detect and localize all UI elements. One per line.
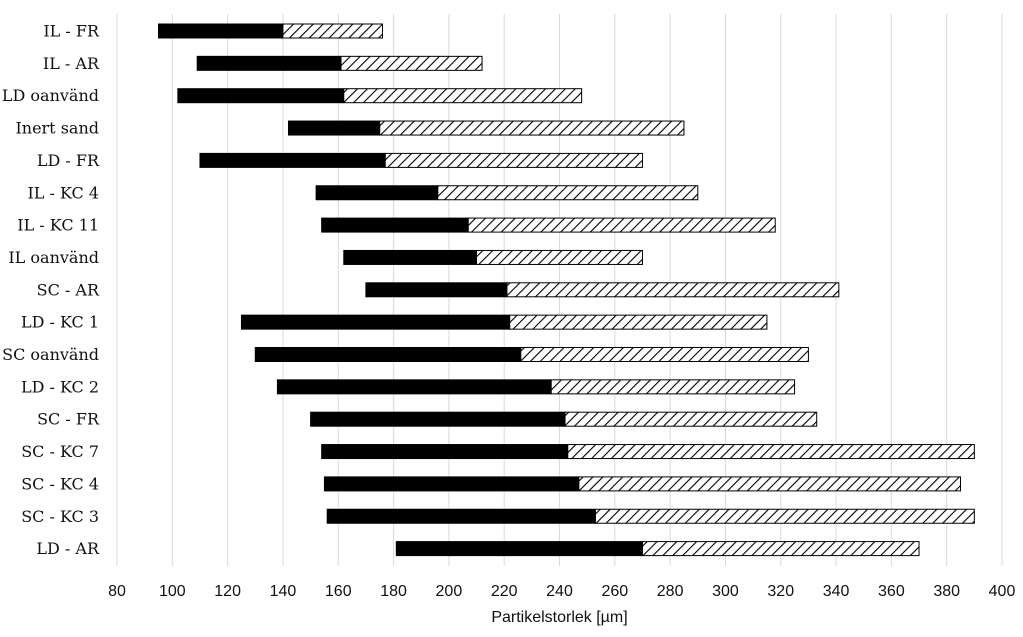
category-label: IL - AR bbox=[43, 54, 100, 73]
hatched-bar-segment bbox=[578, 476, 962, 492]
x-tick-label: 140 bbox=[270, 583, 297, 600]
x-tick-label: 260 bbox=[601, 583, 628, 600]
x-tick-label: 380 bbox=[933, 583, 960, 600]
hatched-bar-segment bbox=[282, 23, 383, 39]
hatched-bar-segment bbox=[379, 120, 685, 136]
category-label: SC oanvänd bbox=[2, 345, 99, 364]
category-label: LD - KC 1 bbox=[21, 313, 99, 332]
category-label: IL - KC 4 bbox=[27, 183, 99, 202]
solid-bar-segment bbox=[287, 120, 381, 136]
solid-bar-segment bbox=[315, 185, 439, 201]
x-tick-label: 340 bbox=[823, 583, 850, 600]
solid-bar-segment bbox=[326, 508, 596, 524]
x-tick-label: 300 bbox=[712, 583, 739, 600]
category-label: LD - AR bbox=[36, 539, 100, 558]
solid-bar-segment bbox=[395, 541, 643, 557]
category-label: IL - FR bbox=[43, 22, 100, 41]
solid-bar-segment bbox=[177, 88, 345, 104]
category-label: Inert sand bbox=[15, 119, 99, 138]
x-axis-label: Partikelstorlek [µm] bbox=[491, 609, 627, 626]
hatched-bar-segment bbox=[520, 347, 809, 362]
category-label: SC - AR bbox=[37, 280, 100, 299]
hatched-bar-segment bbox=[467, 217, 776, 233]
solid-bar-segment bbox=[321, 217, 469, 233]
x-tick-label: 120 bbox=[214, 583, 241, 600]
hatched-bar-segment bbox=[506, 282, 840, 298]
hatched-bar-segment bbox=[509, 314, 768, 330]
hatched-bar-segment bbox=[550, 379, 796, 395]
category-labels: IL - FR IL - AR LD oanvänd Inert sand LD - F… bbox=[2, 22, 100, 559]
category-label: IL - KC 11 bbox=[17, 216, 99, 235]
hatched-bar-segment bbox=[343, 88, 583, 104]
category-label: SC - KC 4 bbox=[21, 474, 99, 493]
x-tick-label: 80 bbox=[108, 583, 126, 600]
hatched-bar-segment bbox=[567, 444, 975, 460]
hatched-bar-segment bbox=[384, 152, 643, 168]
x-tick-label: 320 bbox=[767, 583, 794, 600]
solid-bar-segment bbox=[240, 314, 511, 330]
solid-bar-segment bbox=[321, 444, 569, 460]
category-label: SC - KC 7 bbox=[21, 442, 99, 461]
hatched-bar-segment bbox=[437, 185, 699, 201]
x-tick-label: 180 bbox=[380, 583, 407, 600]
x-tick-label: 400 bbox=[989, 583, 1016, 600]
category-label: LD - KC 2 bbox=[21, 377, 99, 396]
hatched-bar-segment bbox=[564, 411, 818, 427]
x-tick-label: 100 bbox=[159, 583, 186, 600]
solid-bar-segment bbox=[254, 347, 522, 362]
category-label: SC - KC 3 bbox=[21, 507, 99, 526]
x-tick-label: 280 bbox=[657, 583, 684, 600]
solid-bar-segment bbox=[343, 249, 478, 265]
hatched-bar-segment bbox=[340, 55, 483, 71]
bars bbox=[157, 23, 975, 557]
hatched-bar-segment bbox=[594, 508, 975, 524]
x-tick-labels: 80 100 120 140 160 180 200 220 240 260 280 300 320 34… bbox=[108, 583, 1015, 600]
category-label: SC - FR bbox=[37, 410, 100, 429]
x-tick-label: 240 bbox=[546, 583, 573, 600]
solid-bar-segment bbox=[157, 23, 284, 39]
solid-bar-segment bbox=[196, 55, 342, 71]
solid-bar-segment bbox=[276, 379, 552, 395]
hatched-bar-segment bbox=[476, 249, 643, 265]
category-label: LD - FR bbox=[37, 151, 100, 170]
solid-bar-segment bbox=[365, 282, 508, 298]
x-tick-label: 200 bbox=[436, 583, 463, 600]
solid-bar-segment bbox=[310, 411, 566, 427]
hatched-bar-segment bbox=[641, 541, 920, 557]
x-tick-label: 160 bbox=[325, 583, 352, 600]
x-tick-label: 360 bbox=[878, 583, 905, 600]
solid-bar-segment bbox=[199, 152, 386, 168]
category-label: LD oanvänd bbox=[2, 86, 99, 105]
category-label: IL oanvänd bbox=[8, 248, 99, 267]
x-tick-label: 220 bbox=[491, 583, 518, 600]
solid-bar-segment bbox=[323, 476, 580, 492]
